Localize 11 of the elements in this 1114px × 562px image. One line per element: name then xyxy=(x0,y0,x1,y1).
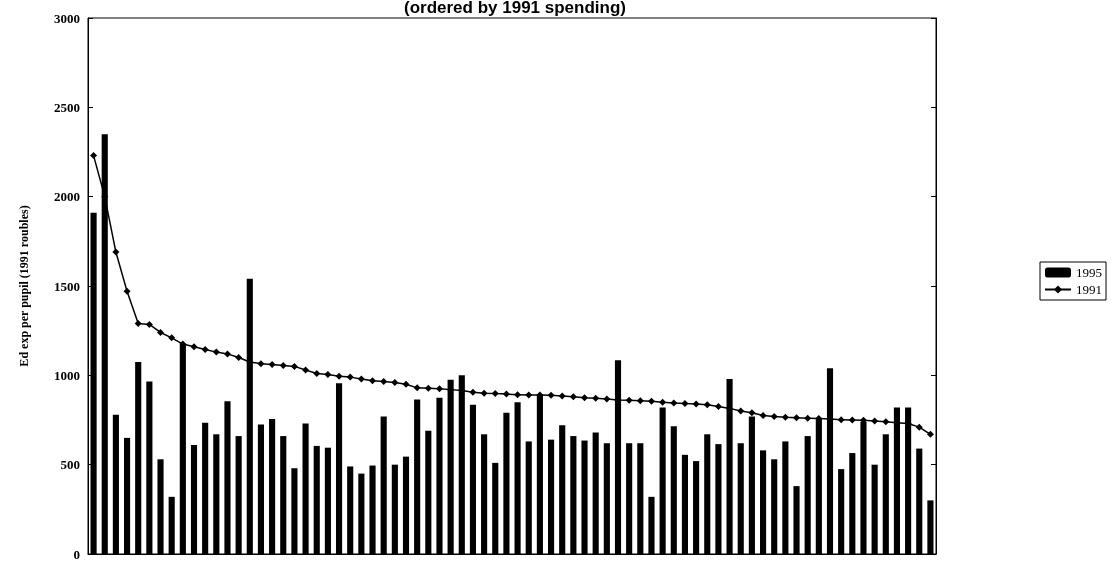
y-axis-title: Ed exp per pupil (1991 roubles) xyxy=(17,205,31,367)
chart-title: (ordered by 1991 spending) xyxy=(404,0,626,17)
y-tick-label: 3000 xyxy=(54,10,80,26)
y-tick-label: 500 xyxy=(60,457,80,473)
legend-label: 1991 xyxy=(1076,282,1102,297)
y-tick-label: 1500 xyxy=(54,278,80,294)
y-tick-label: 2500 xyxy=(54,99,80,115)
y-tick-label: 0 xyxy=(73,546,80,562)
y-tick-label: 2000 xyxy=(54,189,80,205)
y-tick-label: 1000 xyxy=(54,367,80,383)
legend-label: 1995 xyxy=(1076,265,1102,280)
